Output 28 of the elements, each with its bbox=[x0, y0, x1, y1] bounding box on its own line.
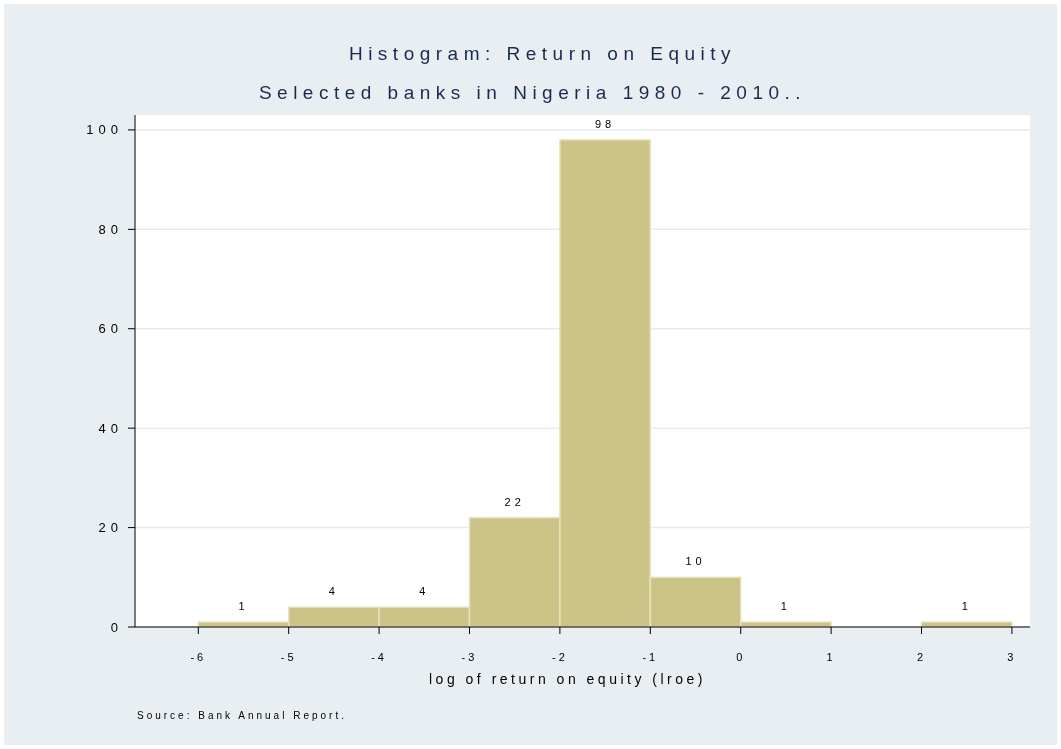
data-label: 10 bbox=[685, 555, 706, 568]
x-tick-label: 3 bbox=[1007, 651, 1017, 663]
source-note: Source: Bank Annual Report. bbox=[137, 710, 347, 721]
x-tick-label: 2 bbox=[916, 651, 927, 663]
data-label: 1 bbox=[238, 600, 249, 613]
y-tick-label: 60 bbox=[98, 321, 123, 337]
y-tick-label: 80 bbox=[98, 221, 123, 237]
data-label: 4 bbox=[419, 585, 430, 598]
x-tick-label: -5 bbox=[280, 651, 297, 663]
x-tick-label: -3 bbox=[461, 651, 478, 663]
x-axis-title: log of return on equity (lroe) bbox=[429, 671, 706, 687]
data-label: 4 bbox=[328, 585, 339, 598]
x-tick-label: -4 bbox=[371, 651, 387, 663]
y-tick-label: 100 bbox=[86, 122, 123, 138]
data-label: 1 bbox=[961, 600, 972, 613]
chart-title: Histogram: Return on Equity bbox=[348, 43, 737, 64]
data-label: 98 bbox=[594, 117, 616, 130]
y-tick-label: 40 bbox=[98, 420, 123, 436]
y-tick-label: 0 bbox=[110, 619, 123, 635]
data-label: 22 bbox=[504, 495, 525, 508]
x-tick-label: 0 bbox=[736, 651, 746, 663]
x-tick-label: -2 bbox=[552, 651, 568, 663]
data-label: 1 bbox=[780, 600, 791, 613]
y-tick-label: 20 bbox=[98, 520, 123, 536]
x-tick-label: 1 bbox=[826, 651, 836, 663]
x-tick-label: -6 bbox=[190, 651, 207, 663]
chart-subtitle: Selected banks in Nigeria 1980 - 2010.. bbox=[258, 82, 807, 103]
x-tick-label: -1 bbox=[642, 651, 659, 663]
